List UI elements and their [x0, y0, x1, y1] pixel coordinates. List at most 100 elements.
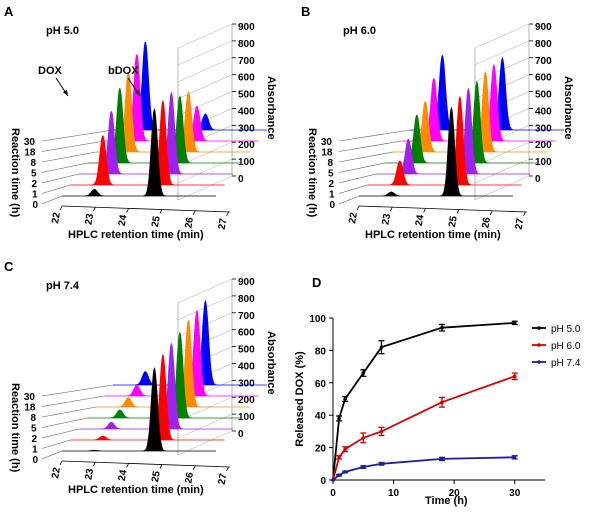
series-line — [332, 375, 516, 481]
data-point — [361, 436, 366, 440]
absorbance-tick-label: 100 — [238, 157, 255, 168]
retention-tick-label: 22 — [50, 211, 63, 224]
absorbance-axis: 0 100 200 300 400 500 600 700 800 900 Absorbance — [232, 22, 277, 185]
absorbance-tick-label: 600 — [238, 328, 255, 339]
reaction-time-tick — [338, 162, 385, 173]
reaction-time-tick-label: 1 — [329, 190, 335, 201]
data-point — [343, 470, 347, 474]
absorbance-tick-label: 500 — [238, 90, 255, 101]
absorbance-tick-label: 0 — [238, 429, 244, 440]
retention-tick-label: 26 — [183, 471, 196, 484]
reaction-time-tick — [338, 173, 377, 184]
y-tick-label: 80 — [315, 346, 327, 357]
data-point — [440, 400, 444, 405]
panel-B: 0100200300400500600700800900Absorbance01… — [301, 4, 574, 241]
data-point — [337, 416, 341, 421]
absorbance-axis: 0 100 200 300 400 500 600 700 800 900 Absorbance — [529, 22, 574, 185]
y-tick-label: 40 — [315, 411, 327, 422]
wall-gridline — [177, 57, 233, 83]
retention-tick-label: 26 — [480, 216, 493, 229]
absorbance-tick-label: 600 — [535, 73, 552, 84]
panel-subtitle: pH 7.4 — [46, 280, 80, 292]
retention-tick-label: 25 — [447, 215, 460, 228]
retention-tick — [489, 210, 493, 215]
reaction-time-tick-label: 2 — [31, 434, 37, 445]
data-point — [512, 455, 517, 460]
retention-axis-label: HPLC retention time (min) — [365, 229, 501, 241]
panel-C: 0100200300400500600700800900Absorbance01… — [4, 259, 277, 496]
absorbance-tick-label: 0 — [535, 174, 541, 185]
panel-letter: D — [312, 275, 321, 290]
retention-tick-label: 27 — [217, 472, 230, 485]
retention-tick — [92, 207, 96, 212]
absorbance-tick-label: 300 — [238, 378, 255, 389]
retention-tick — [59, 460, 63, 466]
reaction-time-tick — [41, 140, 105, 152]
retention-axis-line — [61, 205, 231, 213]
reaction-time-tick — [41, 384, 114, 397]
reaction-time-axis-label: Reaction time (h) — [306, 128, 318, 218]
absorbance-tick-label: 600 — [238, 73, 255, 84]
reaction-time-tick — [338, 151, 394, 163]
series-line — [332, 456, 515, 481]
retention-axis-label: HPLC retention time (min) — [68, 484, 204, 496]
retention-axis-line — [61, 460, 231, 468]
reaction-time-tick — [338, 129, 411, 142]
absorbance-tick-label: 900 — [535, 22, 552, 33]
panel-subtitle: pH 5.0 — [46, 25, 79, 37]
wall-gridline — [177, 74, 233, 99]
reaction-time-tick — [41, 184, 71, 194]
retention-axis-line — [358, 205, 528, 213]
panel-D: D 0 20 40 60 80 100 0 10 20 30 Time (h) Released DOX… — [294, 275, 581, 507]
data-point — [337, 473, 341, 477]
reaction-time-tick-label: 18 — [321, 148, 333, 159]
absorbance-tick-label: 400 — [238, 361, 255, 372]
absorbance-axis-label: Absorbance — [265, 76, 277, 140]
reaction-time-tick-label: 0 — [32, 200, 38, 211]
data-point — [331, 478, 335, 482]
x-tick-label: 30 — [509, 488, 521, 499]
absorbance-tick-label: 0 — [238, 174, 244, 185]
reaction-time-tick-label: 30 — [24, 392, 36, 403]
series-pH60: pH 6.0 — [331, 341, 581, 482]
reaction-time-tick-label: 8 — [327, 158, 333, 169]
retention-tick-label: 26 — [183, 216, 196, 229]
retention-tick — [159, 464, 163, 469]
data-point — [440, 325, 444, 330]
absorbance-tick-label: 100 — [238, 412, 255, 423]
reaction-time-tick-label: 1 — [32, 190, 38, 201]
y-tick-label: 20 — [315, 444, 327, 455]
data-point — [440, 457, 444, 461]
reaction-time-tick — [41, 151, 97, 163]
absorbance-tick-label: 300 — [238, 123, 255, 134]
reaction-time-tick-label: 5 — [31, 169, 37, 180]
absorbance-tick-label: 200 — [535, 140, 552, 151]
absorbance-tick-label: 700 — [535, 56, 552, 67]
reaction-time-tick-label: 30 — [321, 137, 333, 148]
trace-0h — [62, 367, 216, 452]
retention-tick-label: 22 — [347, 211, 360, 224]
retention-tick — [226, 466, 229, 472]
reaction-time-tick-label: 0 — [329, 200, 335, 211]
reaction-time-tick — [338, 184, 368, 194]
retention-axis: 22 23 24 25 26 27 HPLC retention time (min) — [50, 460, 231, 496]
x-tick-label: 20 — [449, 488, 461, 499]
arrow-head — [135, 90, 140, 96]
absorbance-tick-label: 400 — [535, 106, 552, 117]
absorbance-tick-label: 800 — [535, 39, 552, 50]
data-point — [512, 321, 517, 325]
absorbance-tick-label: 200 — [238, 395, 255, 406]
wall-gridline — [474, 40, 530, 66]
retention-tick — [523, 211, 526, 217]
arrow-head — [63, 90, 68, 96]
data-point — [379, 462, 384, 466]
absorbance-tick-label: 300 — [535, 123, 552, 134]
wall-gridline — [177, 40, 233, 66]
retention-tick — [92, 462, 96, 467]
data-point — [379, 429, 384, 434]
data-point — [343, 397, 347, 401]
reaction-time-tick — [41, 450, 63, 460]
data-point — [337, 455, 341, 460]
